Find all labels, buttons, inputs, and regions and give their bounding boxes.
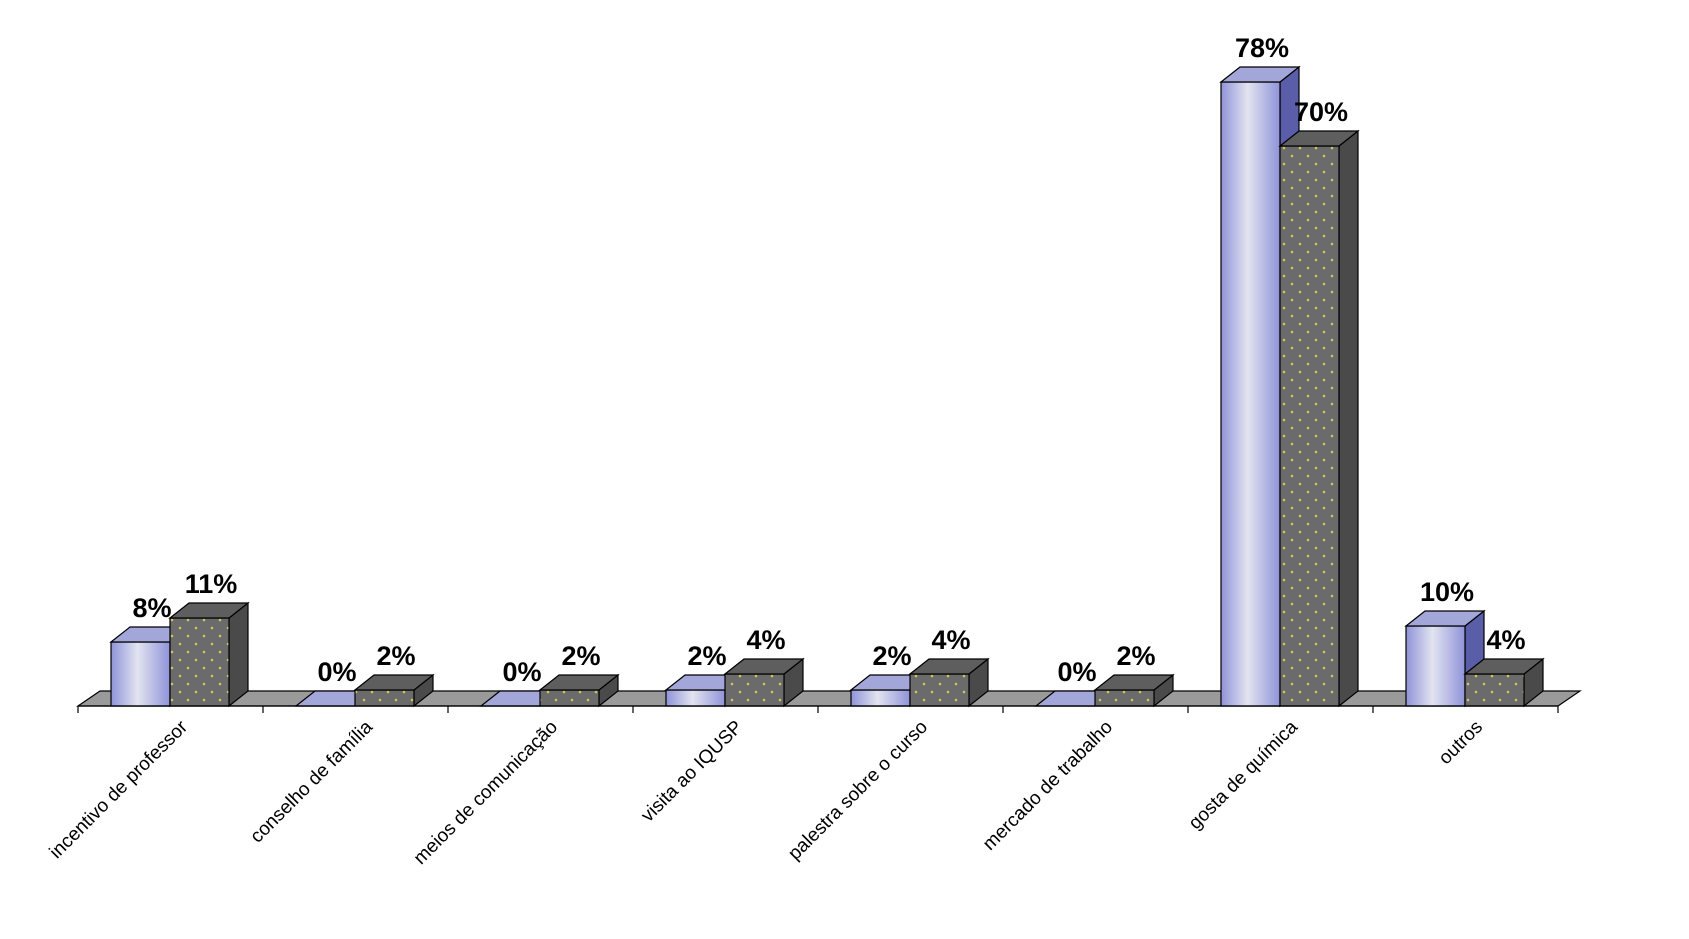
data-label: 0% — [317, 657, 356, 687]
bar-series-2 — [1278, 129, 1360, 708]
bar-front-face — [1094, 689, 1155, 707]
bars — [109, 65, 1545, 708]
data-labels: 8% 11% 0% 2% 0% 2% 2% 4% 2% 4% 0% 2% 78% 70% 10% 4% — [132, 33, 1525, 687]
bar-front-face — [850, 689, 911, 707]
bar-top-face — [1093, 674, 1175, 691]
category-label: gosta de química — [1185, 716, 1302, 833]
bar-front-face — [1220, 81, 1281, 707]
category-label: palestra sobre o curso — [784, 717, 932, 865]
data-label: 0% — [1057, 657, 1096, 687]
bar-front-face — [169, 617, 230, 707]
bar-front-face — [724, 673, 785, 707]
bar-side-face — [1338, 129, 1359, 708]
bar-front-face — [110, 641, 171, 707]
data-label: 10% — [1420, 577, 1474, 607]
bar-front-face — [539, 689, 600, 707]
data-label: 4% — [931, 625, 970, 655]
bar-front-face — [1279, 145, 1340, 707]
data-label: 2% — [1116, 641, 1155, 671]
bar-series-2 — [353, 673, 435, 708]
bar-top-face — [1278, 130, 1360, 147]
data-label: 4% — [1486, 625, 1525, 655]
data-label: 78% — [1235, 33, 1289, 63]
bar-top-face — [1463, 658, 1545, 675]
category-label: conselho de família — [246, 716, 377, 847]
data-label: 2% — [872, 641, 911, 671]
bar-front-face — [909, 673, 970, 707]
data-label: 4% — [746, 625, 785, 655]
bar-series-2 — [723, 657, 805, 708]
bar-series-2 — [908, 657, 990, 708]
bar-top-face — [1219, 66, 1301, 83]
category-label: visita ao IQUSP — [637, 717, 747, 827]
x-axis: incentivo de professor conselho de famíli… — [46, 705, 1559, 869]
data-label: 8% — [132, 593, 171, 623]
bar-front-face — [1405, 625, 1466, 707]
bar-side-face — [228, 601, 249, 708]
bar-series-1 — [1219, 65, 1301, 708]
bar-top-face — [168, 602, 250, 619]
bar-front-face — [1464, 673, 1525, 707]
data-label: 70% — [1294, 97, 1348, 127]
data-label: 2% — [561, 641, 600, 671]
bar-top-face — [1404, 610, 1486, 627]
category-label: outros — [1435, 717, 1487, 769]
bar-top-face — [723, 658, 805, 675]
data-label: 2% — [687, 641, 726, 671]
bar-front-face — [354, 689, 415, 707]
bar-series-2 — [1463, 657, 1545, 708]
bar-series-2 — [538, 673, 620, 708]
bar-series-2 — [168, 601, 250, 708]
category-label: meios de comunicação — [410, 717, 562, 869]
data-label: 11% — [185, 569, 238, 599]
bar-series-2 — [1093, 673, 1175, 708]
category-label: mercado de trabalho — [979, 717, 1117, 855]
bar-top-face — [353, 674, 435, 691]
bar-front-face — [665, 689, 726, 707]
data-label: 2% — [376, 641, 415, 671]
bar-top-face — [908, 658, 990, 675]
category-label: incentivo de professor — [46, 716, 193, 863]
bar-top-face — [538, 674, 620, 691]
data-label: 0% — [502, 657, 541, 687]
